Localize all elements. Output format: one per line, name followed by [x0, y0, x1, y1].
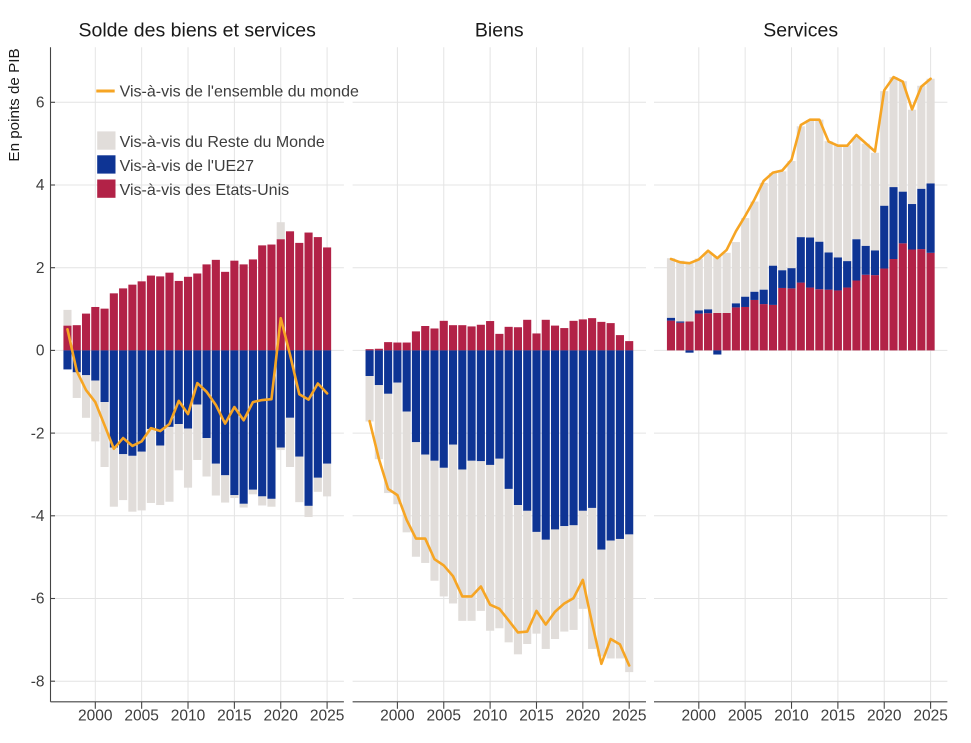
svg-text:Biens: Biens — [475, 20, 524, 42]
svg-text:Vis-à-vis du Reste du Monde: Vis-à-vis du Reste du Monde — [120, 134, 325, 151]
svg-text:2000: 2000 — [380, 708, 415, 725]
svg-text:2025: 2025 — [612, 708, 646, 725]
svg-text:6: 6 — [36, 95, 45, 112]
svg-text:2015: 2015 — [821, 708, 855, 725]
svg-text:2000: 2000 — [78, 708, 113, 725]
svg-text:En points de PIB: En points de PIB — [6, 48, 23, 161]
svg-text:2015: 2015 — [217, 708, 251, 725]
svg-text:-8: -8 — [31, 673, 45, 690]
svg-text:2005: 2005 — [427, 708, 461, 725]
svg-text:2015: 2015 — [519, 708, 553, 725]
svg-text:2000: 2000 — [682, 708, 717, 725]
svg-text:2010: 2010 — [171, 708, 206, 725]
svg-text:Vis-à-vis de l'ensemble du mon: Vis-à-vis de l'ensemble du monde — [120, 84, 359, 101]
svg-text:-6: -6 — [31, 591, 45, 608]
svg-text:2005: 2005 — [728, 708, 762, 725]
svg-text:2020: 2020 — [867, 708, 902, 725]
svg-text:2020: 2020 — [263, 708, 298, 725]
svg-text:2010: 2010 — [473, 708, 508, 725]
svg-text:2: 2 — [36, 260, 45, 277]
svg-text:2005: 2005 — [124, 708, 158, 725]
svg-text:2025: 2025 — [310, 708, 344, 725]
svg-text:2010: 2010 — [774, 708, 809, 725]
svg-text:Vis-à-vis de l'UE27: Vis-à-vis de l'UE27 — [120, 158, 254, 175]
svg-text:Services: Services — [763, 20, 838, 42]
svg-text:0: 0 — [36, 343, 45, 360]
svg-text:Vis-à-vis des Etats-Unis: Vis-à-vis des Etats-Unis — [120, 182, 290, 199]
svg-text:-4: -4 — [31, 508, 45, 525]
svg-text:2020: 2020 — [566, 708, 601, 725]
svg-text:4: 4 — [36, 177, 45, 194]
svg-text:Solde des biens et services: Solde des biens et services — [79, 20, 317, 42]
svg-text:2025: 2025 — [913, 708, 947, 725]
svg-text:-2: -2 — [31, 425, 45, 442]
